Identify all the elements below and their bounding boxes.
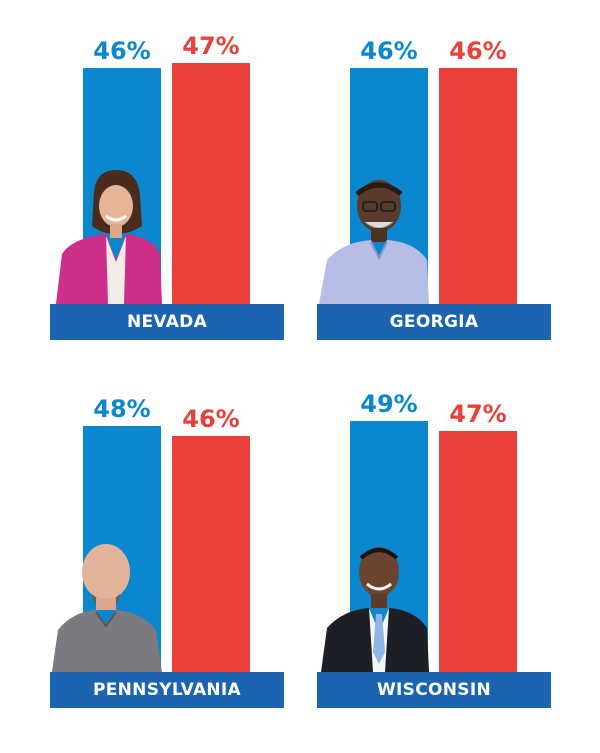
state-panel-georgia: 46% 46% GEORGIA <box>317 12 551 342</box>
state-panel-pennsylvania: 48% 46% PENNSYLVANIA <box>50 380 284 710</box>
rep-value-label-nevada: 47% <box>182 32 240 60</box>
state-label-pennsylvania: PENNSYLVANIA <box>50 672 284 708</box>
rep-value-label-wisconsin: 47% <box>449 400 507 428</box>
rep-bar-georgia <box>439 68 517 304</box>
dem-value-label-pennsylvania: 48% <box>93 395 151 423</box>
state-label-nevada: NEVADA <box>50 304 284 340</box>
dem-value-label-wisconsin: 49% <box>360 390 418 418</box>
state-label-georgia: GEORGIA <box>317 304 551 340</box>
dem-value-label-georgia: 46% <box>360 37 418 65</box>
state-panel-wisconsin: 49% 47% WISCONSIN <box>317 380 551 710</box>
rep-bar-pennsylvania <box>172 436 250 672</box>
rep-bar-wisconsin <box>439 431 517 672</box>
candidate-photo-georgia <box>319 180 429 304</box>
dem-value-label-nevada: 46% <box>93 37 151 65</box>
candidate-photo-wisconsin <box>321 547 429 672</box>
candidate-photo-pennsylvania <box>52 544 162 672</box>
candidate-photo-nevada <box>56 170 162 304</box>
rep-value-label-pennsylvania: 46% <box>182 405 240 433</box>
rep-value-label-georgia: 46% <box>449 37 507 65</box>
state-panel-nevada: 46% 47% NEVADA <box>50 12 284 342</box>
rep-bar-nevada <box>172 63 250 304</box>
state-label-wisconsin: WISCONSIN <box>317 672 551 708</box>
